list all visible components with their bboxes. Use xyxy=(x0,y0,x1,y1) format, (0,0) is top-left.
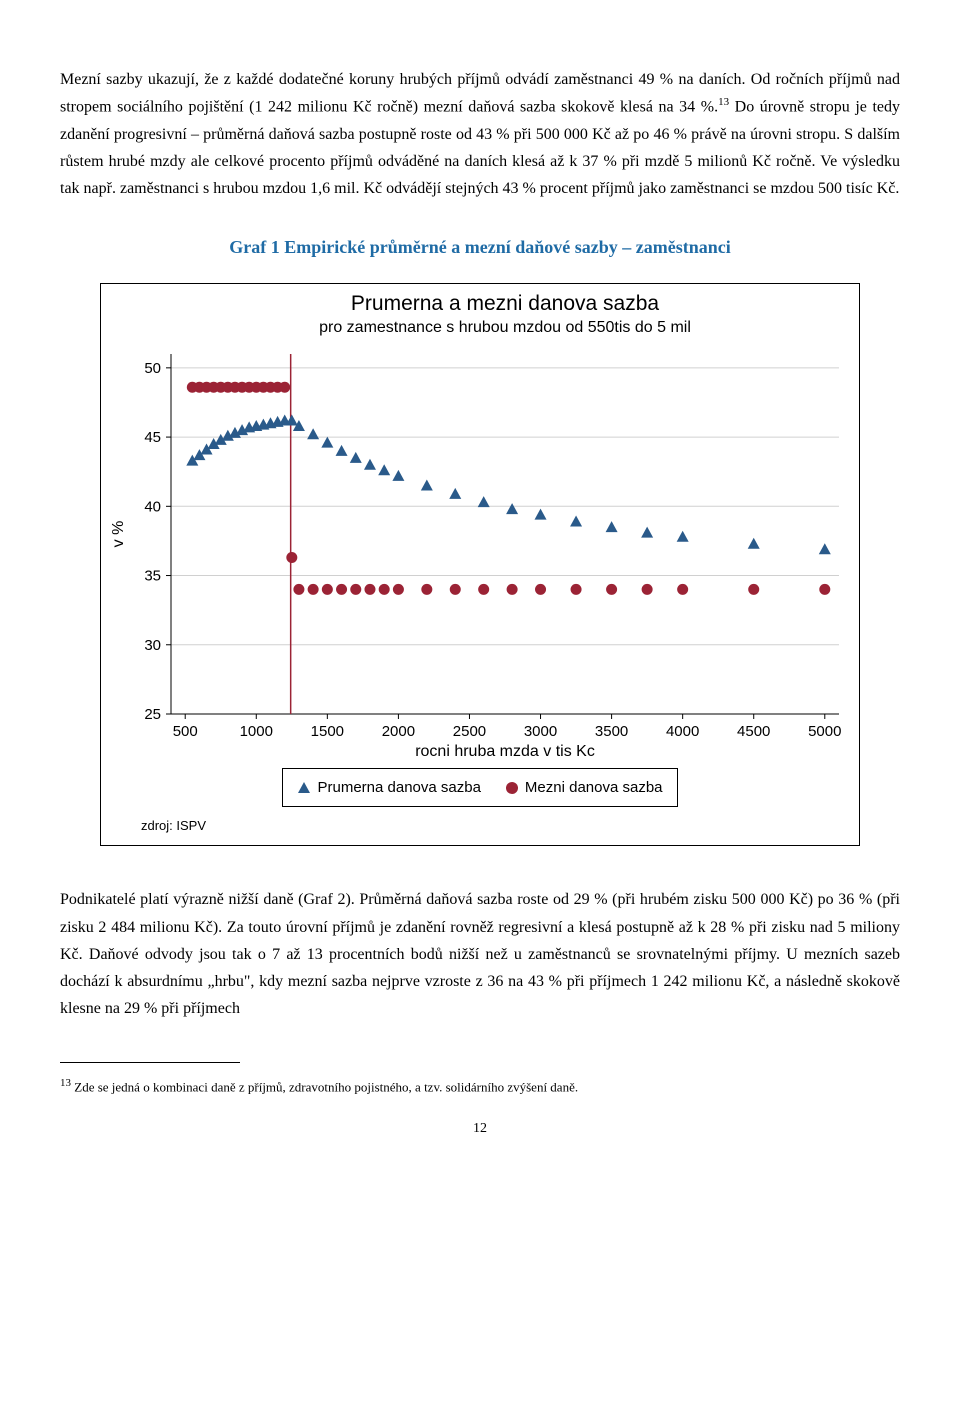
chart-legend: Prumerna danova sazba Mezni danova sazba xyxy=(282,768,677,808)
svg-text:40: 40 xyxy=(144,498,161,515)
chart-heading: Graf 1 Empirické průměrné a mezní daňové… xyxy=(60,232,900,263)
footnote: 13 Zde se jedná o kombinaci daně z příjm… xyxy=(60,1076,900,1097)
triangle-icon xyxy=(297,781,311,795)
legend-marg-label: Mezni danova sazba xyxy=(525,775,663,801)
body-paragraph-1: Mezní sazby ukazují, že z každé dodatečn… xyxy=(60,66,900,202)
body-paragraph-2: Podnikatelé platí výrazně nižší daně (Gr… xyxy=(60,886,900,1022)
legend-item-avg: Prumerna danova sazba xyxy=(297,775,480,801)
footnote-text: Zde se jedná o kombinaci daně z příjmů, … xyxy=(71,1080,578,1095)
page-number: 12 xyxy=(60,1117,900,1141)
footnote-number: 13 xyxy=(60,1077,71,1089)
svg-text:v %: v % xyxy=(110,521,127,548)
svg-text:1500: 1500 xyxy=(311,723,344,740)
circle-icon xyxy=(505,781,519,795)
footnote-ref: 13 xyxy=(718,96,729,108)
svg-text:rocni hruba mzda v tis Kc: rocni hruba mzda v tis Kc xyxy=(415,743,595,760)
svg-text:45: 45 xyxy=(144,429,161,446)
svg-text:30: 30 xyxy=(144,637,161,654)
chart-box: 25 30 35 40 45 50 500 1000 1500 2000 2500 3000 3500 4… xyxy=(100,283,860,847)
svg-text:3000: 3000 xyxy=(524,723,557,740)
svg-text:4000: 4000 xyxy=(666,723,699,740)
chart-source: zdroj: ISPV xyxy=(101,815,859,845)
svg-text:50: 50 xyxy=(144,360,161,377)
chart-svg: 25 30 35 40 45 50 500 1000 1500 2000 2500 3000 3500 4… xyxy=(101,284,859,764)
svg-text:3500: 3500 xyxy=(595,723,628,740)
svg-text:4500: 4500 xyxy=(737,723,770,740)
svg-text:2500: 2500 xyxy=(453,723,486,740)
legend-avg-label: Prumerna danova sazba xyxy=(317,775,480,801)
chart-container: 25 30 35 40 45 50 500 1000 1500 2000 2500 3000 3500 4… xyxy=(100,283,860,847)
footnote-separator xyxy=(60,1062,240,1063)
svg-text:pro zamestnance s hrubou mzdou: pro zamestnance s hrubou mzdou od 550tis… xyxy=(319,319,691,336)
svg-text:Prumerna a mezni danova sazba: Prumerna a mezni danova sazba xyxy=(351,292,659,315)
svg-text:35: 35 xyxy=(144,567,161,584)
svg-text:1000: 1000 xyxy=(240,723,273,740)
legend-item-marg: Mezni danova sazba xyxy=(505,775,663,801)
svg-text:2000: 2000 xyxy=(382,723,415,740)
svg-text:500: 500 xyxy=(173,723,198,740)
svg-text:5000: 5000 xyxy=(808,723,841,740)
svg-text:25: 25 xyxy=(144,706,161,723)
